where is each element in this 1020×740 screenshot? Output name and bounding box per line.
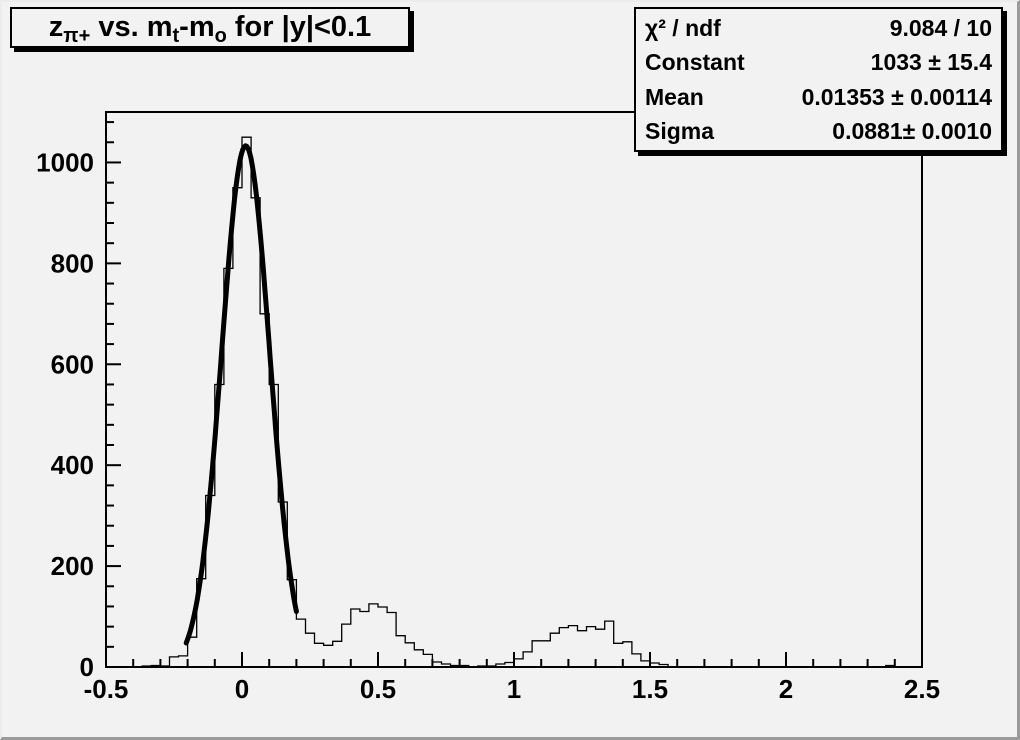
x-tick-label: 1 [507, 674, 521, 704]
plot-frame [105, 111, 923, 668]
gaussian-fit-curve [183, 143, 299, 646]
stats-box: χ² / ndf 9.084 / 10 Constant 1033 ± 15.4 Mea… [634, 7, 1003, 152]
x-tick-label: 2 [779, 674, 793, 704]
stats-row: χ² / ndf 9.084 / 10 [636, 11, 1001, 45]
title-text: for |y|<0.1 [226, 11, 372, 43]
title-text: z [48, 11, 64, 43]
y-tick-label: 800 [51, 248, 94, 278]
y-tick-label: 1000 [36, 147, 94, 177]
axis-ticks [105, 121, 923, 668]
stats-row-value: 9.084 / 10 [889, 15, 992, 42]
y-tick-label: 0 [80, 652, 94, 682]
title-text: -m [179, 11, 215, 43]
x-tick-label: 0.5 [360, 674, 396, 704]
title-text: vs. m [90, 11, 173, 43]
x-tick-label: 2.5 [904, 674, 940, 704]
stats-row-label: Mean [645, 83, 704, 110]
y-tick-label: 200 [51, 551, 94, 581]
stats-row: Mean 0.01353 ± 0.00114 [636, 80, 1001, 114]
stats-row-value: 0.01353 ± 0.00114 [801, 83, 992, 110]
title-subscript: t [172, 25, 180, 47]
x-tick-label: -0.5 [84, 674, 129, 704]
y-tick-label: 400 [51, 450, 94, 480]
stats-row-value: 1033 ± 15.4 [870, 49, 992, 76]
histogram-step-line [106, 136, 922, 668]
stats-row-label: Sigma [645, 117, 715, 144]
stats-row: Sigma 0.0881± 0.0010 [636, 114, 1001, 148]
x-tick-label: 1.5 [632, 674, 668, 704]
y-tick-label: 600 [51, 349, 94, 379]
stats-row-label: χ² / ndf [645, 15, 721, 42]
title-subscript: π+ [63, 25, 91, 47]
stats-row: Constant 1033 ± 15.4 [636, 45, 1001, 79]
title-box: z π+ vs. m t -m o for |y|<0.1 [10, 7, 410, 48]
title-subscript: o [214, 25, 227, 47]
stats-row-label: Constant [645, 49, 745, 76]
x-tick-label: 0 [235, 674, 249, 704]
stats-row-value: 0.0881± 0.0010 [832, 117, 992, 144]
